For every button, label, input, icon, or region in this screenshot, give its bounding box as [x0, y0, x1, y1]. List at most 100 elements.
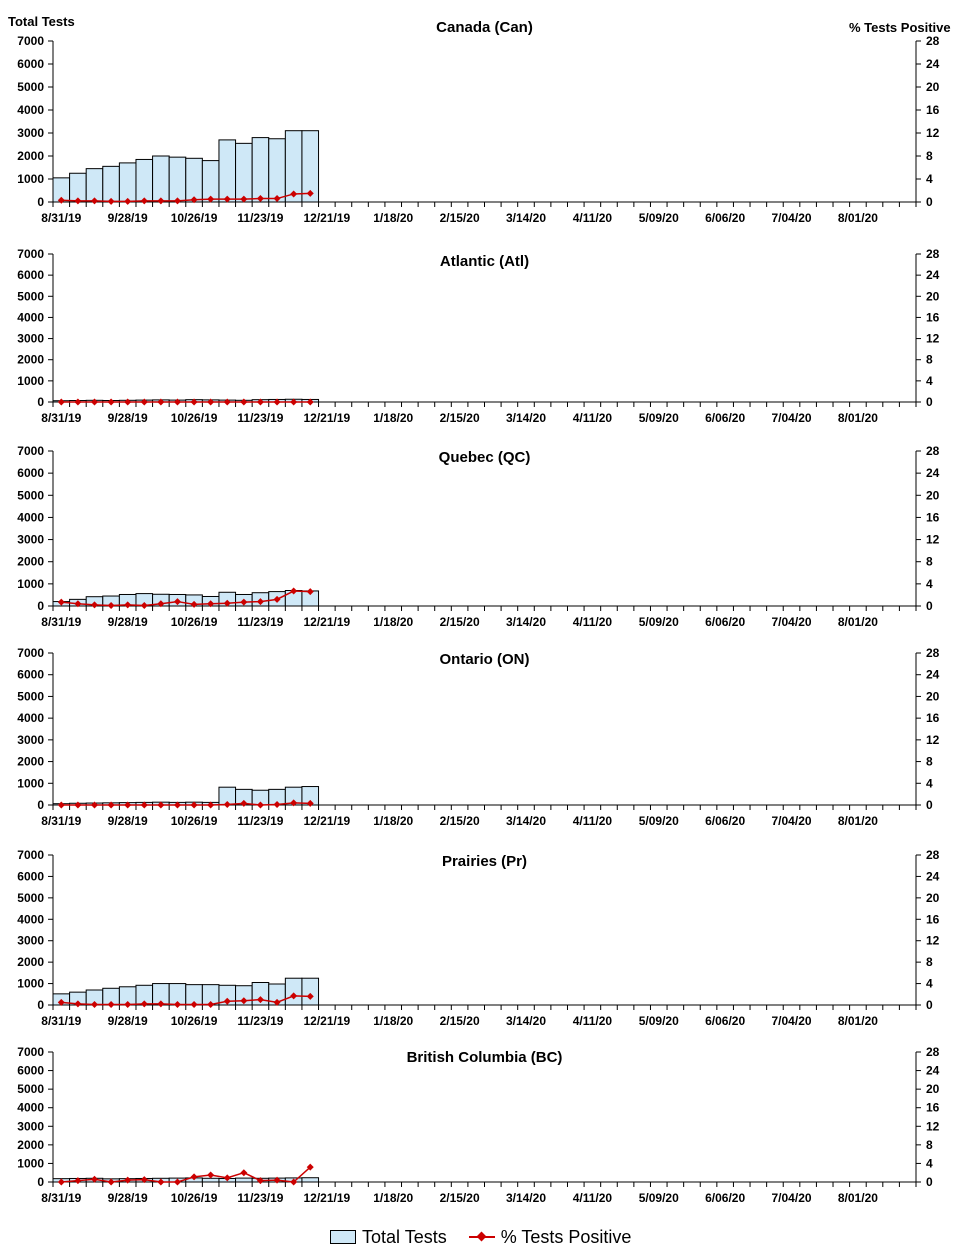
x-tick-label: 1/18/20	[373, 1191, 413, 1205]
x-tick-label: 2/15/20	[440, 615, 480, 629]
y2-tick-label: 20	[926, 891, 940, 905]
y2-tick-label: 0	[926, 1175, 933, 1189]
y-tick-label: 0	[37, 798, 44, 812]
y-tick-label: 5000	[17, 891, 44, 905]
y2-tick-label: 16	[926, 1101, 940, 1115]
x-tick-label: 5/09/20	[639, 211, 679, 225]
positivity-point	[273, 195, 281, 203]
positivity-point	[157, 600, 165, 608]
positivity-point	[240, 997, 248, 1005]
positivity-point	[90, 398, 98, 406]
positivity-point	[290, 799, 298, 807]
positivity-point	[74, 1177, 82, 1185]
positivity-point	[140, 1176, 148, 1184]
x-tick-label: 4/11/20	[573, 615, 613, 629]
x-tick-label: 10/26/19	[171, 814, 218, 828]
y2-tick-label: 24	[926, 1064, 940, 1078]
x-tick-label: 6/06/20	[705, 1014, 745, 1028]
positivity-point	[157, 197, 165, 205]
positivity-point	[256, 598, 264, 606]
bar	[118, 162, 137, 203]
y-tick-label: 2000	[17, 955, 44, 969]
positivity-point	[223, 599, 231, 607]
y2-tick-label: 0	[926, 395, 933, 409]
positivity-point	[306, 799, 314, 807]
chart-panel: Quebec (QC) 0 1000 2000 3000 4000 5000 6000 7000…	[17, 444, 939, 629]
y-tick-label: 1000	[17, 776, 44, 790]
y2-tick-label: 28	[926, 848, 940, 862]
positivity-point	[290, 1178, 298, 1186]
x-tick-label: 5/09/20	[639, 814, 679, 828]
legend-line-swatch	[468, 1231, 495, 1243]
positivity-point	[157, 1000, 165, 1008]
positivity-point	[273, 1176, 281, 1184]
x-tick-label: 7/04/20	[772, 1191, 812, 1205]
x-tick-label: 3/14/20	[506, 814, 546, 828]
bar	[284, 977, 303, 1006]
positivity-point	[157, 1178, 165, 1186]
positivity-point	[157, 398, 165, 406]
y-tick-label: 6000	[17, 668, 44, 682]
y-tick-label: 0	[37, 395, 44, 409]
y-tick-label: 4000	[17, 103, 44, 117]
y-tick-label: 0	[37, 195, 44, 209]
y2-tick-label: 24	[926, 466, 940, 480]
y-tick-label: 2000	[17, 149, 44, 163]
positivity-point	[140, 398, 148, 406]
y2-tick-label: 8	[926, 1138, 933, 1152]
bar	[102, 165, 120, 203]
y2-tick-label: 20	[926, 80, 940, 94]
positivity-point	[240, 398, 248, 406]
x-tick-label: 12/21/19	[303, 1014, 350, 1028]
x-tick-label: 12/21/19	[303, 814, 350, 828]
x-tick-label: 11/23/19	[237, 411, 283, 425]
y2-tick-label: 24	[926, 268, 940, 282]
positivity-point	[107, 801, 115, 809]
x-tick-label: 9/28/19	[108, 211, 148, 225]
x-tick-label: 8/31/19	[41, 615, 81, 629]
x-tick-label: 7/04/20	[772, 814, 812, 828]
positivity-point	[290, 190, 298, 198]
y-tick-label: 5000	[17, 1082, 44, 1096]
y2-tick-label: 16	[926, 103, 940, 117]
x-tick-label: 8/01/20	[838, 411, 878, 425]
y-tick-label: 2000	[17, 353, 44, 367]
x-tick-label: 11/23/19	[237, 615, 283, 629]
x-tick-label: 8/31/19	[41, 211, 81, 225]
x-tick-label: 12/21/19	[303, 211, 350, 225]
positivity-point	[223, 997, 231, 1005]
y-tick-label: 3000	[17, 332, 44, 346]
positivity-point	[173, 1000, 181, 1008]
y2-tick-label: 12	[926, 533, 940, 547]
positivity-point	[90, 1175, 98, 1183]
positivity-point	[107, 1178, 115, 1186]
bar	[185, 157, 203, 203]
y-tick-label: 1000	[17, 977, 44, 991]
chart-title: British Columbia (BC)	[407, 1049, 563, 1066]
positivity-point	[207, 1000, 215, 1008]
y2-tick-label: 8	[926, 555, 933, 569]
positivity-point	[173, 197, 181, 205]
chart-panel: Canada (Can) 0 1000 2000 3000 4000 5000 6000 700…	[17, 19, 939, 225]
y-tick-label: 1000	[17, 1156, 44, 1170]
positivity-point	[74, 600, 82, 608]
x-tick-label: 4/11/20	[573, 211, 613, 225]
positivity-point	[74, 398, 82, 406]
y-tick-label: 2000	[17, 755, 44, 769]
positivity-point	[190, 196, 198, 204]
x-tick-label: 11/23/19	[237, 814, 283, 828]
x-tick-label: 9/28/19	[108, 411, 148, 425]
x-tick-label: 5/09/20	[639, 411, 679, 425]
x-tick-label: 2/15/20	[440, 1014, 480, 1028]
positivity-point	[57, 398, 65, 406]
positivity-point	[290, 398, 298, 406]
chart-panel: Prairies (Pr) 0 1000 2000 3000 4000 5000 6000 70…	[17, 848, 939, 1028]
y-tick-label: 0	[37, 998, 44, 1012]
bar	[135, 158, 154, 203]
positivity-point	[107, 398, 115, 406]
positivity-point	[306, 588, 314, 596]
chart-legend: Total Tests % Tests Positive	[330, 1224, 653, 1250]
x-tick-label: 8/01/20	[838, 814, 878, 828]
positivity-point	[57, 801, 65, 809]
x-tick-label: 8/31/19	[41, 1014, 81, 1028]
